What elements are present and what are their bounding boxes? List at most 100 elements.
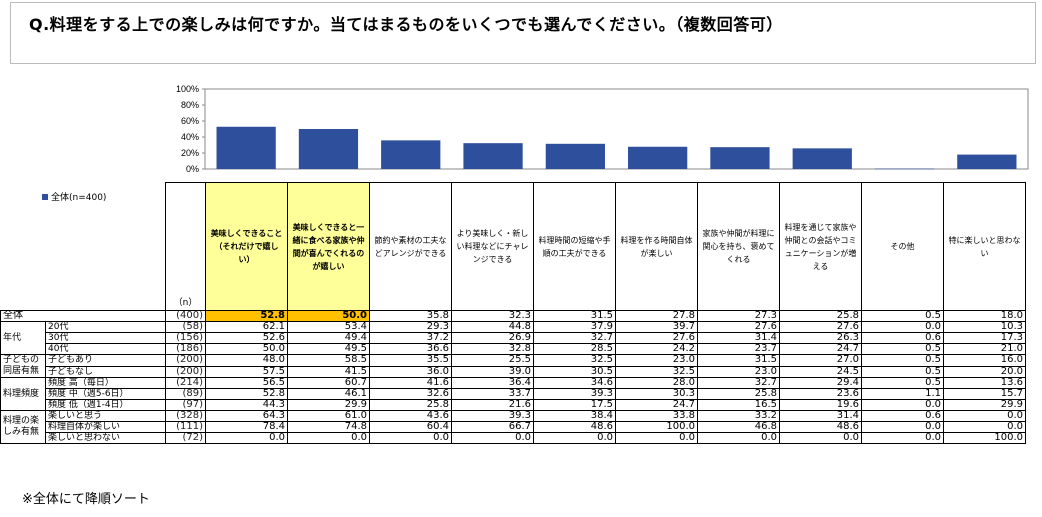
- table-cell: 44.3: [205, 399, 288, 411]
- y-tick-label: 0%: [186, 164, 199, 174]
- table-cell: 0.0: [615, 432, 698, 444]
- table-cell: 32.7: [533, 332, 616, 344]
- table-cell: 0.0: [861, 421, 944, 433]
- table-cell: 60.7: [287, 377, 370, 389]
- table-cell: 30.3: [615, 388, 698, 400]
- table-cell: 50.0: [287, 310, 370, 322]
- table-cell: 29.9: [943, 399, 1026, 411]
- table-cell: 20.0: [943, 365, 1026, 378]
- row-label: 楽しいと思わない: [45, 432, 166, 444]
- table-cell: 1.1: [861, 388, 944, 400]
- table-cell: 31.4: [697, 332, 780, 344]
- table-row: 年代 20代 (58) 62.1 53.4 29.3 44.8 37.9 39.7 27.6 27.…: [0, 321, 1026, 355]
- table-cell: 27.6: [615, 332, 698, 344]
- table-cell: 21.6: [451, 399, 534, 411]
- table-cell: 46.1: [287, 388, 370, 400]
- table-cell: 78.4: [205, 421, 288, 433]
- row-n: (328): [165, 410, 206, 422]
- row-label: 全体: [0, 310, 166, 322]
- row-label: 頻度 低（週1-4日）: [45, 399, 166, 411]
- row-group-label: 料理の楽しみ有無: [0, 410, 46, 444]
- bar: [874, 168, 935, 170]
- table-cell: 31.5: [533, 310, 616, 322]
- table-cell: 100.0: [943, 432, 1026, 444]
- table-cell: 32.7: [697, 377, 780, 389]
- table-cell: 32.6: [369, 388, 452, 400]
- table-cell: 28.5: [533, 343, 616, 355]
- bar: [628, 146, 688, 169]
- table-cell: 48.0: [205, 354, 288, 367]
- table-cell: 38.4: [533, 410, 616, 422]
- table-cell: 27.0: [779, 354, 862, 367]
- row-n: (156): [165, 332, 206, 344]
- bar: [216, 126, 276, 169]
- table-cell: 0.0: [943, 421, 1026, 433]
- row-group-label: 子どもの同居有無: [0, 354, 46, 378]
- table-cell: 0.5: [861, 354, 944, 367]
- table-cell: 39.0: [451, 365, 534, 378]
- table-cell: 0.0: [533, 432, 616, 444]
- table-cell: 0.0: [861, 399, 944, 411]
- table-row: 30代 (156) 52.6 49.4 37.2 26.9 32.7 27.6 31.4 26.3…: [1, 332, 1026, 344]
- table-row: 全体 (400) 52.8 50.0 35.8 32.3 31.5 27.8 27.3 25.8 0…: [0, 310, 1026, 322]
- row-n: (214): [165, 377, 206, 389]
- table-cell: 0.0: [861, 432, 944, 444]
- table-cell: 26.3: [779, 332, 862, 344]
- row-label: 20代: [45, 321, 166, 333]
- row-n: (97): [165, 399, 206, 411]
- table-cell: 52.8: [205, 388, 288, 400]
- table-cell: 0.5: [861, 310, 944, 322]
- row-label: 頻度 高（毎日）: [45, 377, 166, 389]
- table-cell: 0.0: [697, 432, 780, 444]
- table-cell: 0.5: [861, 377, 944, 389]
- table-cell: 24.2: [615, 343, 698, 355]
- table-cell: 39.7: [615, 321, 698, 333]
- table-cell: 0.0: [779, 432, 862, 444]
- table-cell: 23.6: [779, 388, 862, 400]
- table-cell: 36.6: [369, 343, 452, 355]
- bar: [381, 140, 441, 169]
- column-header: その他: [861, 182, 944, 311]
- table-cell: 44.8: [451, 321, 534, 333]
- table-cell: 15.7: [943, 388, 1026, 400]
- table-row: 料理自体が楽しい (111) 78.4 74.8 60.4 66.7 48.6 100.0 46…: [1, 421, 1026, 433]
- column-header: 料理時間の短縮や手順の工夫ができる: [533, 182, 616, 311]
- column-header: より美味しく・新しい料理などにチャレンジできる: [451, 182, 534, 311]
- table-cell: 17.3: [943, 332, 1026, 344]
- table-cell: 48.6: [533, 421, 616, 433]
- table-cell: 29.4: [779, 377, 862, 389]
- table-cell: 23.0: [615, 354, 698, 367]
- bar: [545, 143, 605, 169]
- column-header: 家族や仲間が料理に関心を持ち、褒めてくれる: [697, 182, 780, 311]
- column-header: 特に楽しいと思わない: [943, 182, 1026, 311]
- question-title: Q.料理をする上での楽しみは何ですか。当てはまるものをいくつでも選んでください。…: [10, 2, 1036, 64]
- column-header: 美味しくできると一緒に食べる家族や仲間が喜んでくれるのが嬉しい: [287, 182, 370, 311]
- row-n: (111): [165, 421, 206, 433]
- table-cell: 52.6: [205, 332, 288, 344]
- row-label: 子どもあり: [45, 354, 166, 367]
- table-cell: 41.6: [369, 377, 452, 389]
- table-row: 頻度 低（週1-4日） (97) 44.3 29.9 25.8 21.6 17.5 24.7 1…: [1, 399, 1026, 411]
- table-cell: 25.8: [697, 388, 780, 400]
- table-cell: 18.0: [943, 310, 1026, 322]
- row-label: 子どもなし: [45, 365, 166, 378]
- table-cell: 74.8: [287, 421, 370, 433]
- table-cell: 24.7: [615, 399, 698, 411]
- table-cell: 64.3: [205, 410, 288, 422]
- table-cell: 39.3: [533, 388, 616, 400]
- table-cell: 19.6: [779, 399, 862, 411]
- table-cell: 27.6: [779, 321, 862, 333]
- y-tick-label: 60%: [181, 116, 199, 126]
- table-cell: 13.6: [943, 377, 1026, 389]
- table-cell: 39.3: [451, 410, 534, 422]
- table-cell: 100.0: [615, 421, 698, 433]
- table-cell: 25.8: [369, 399, 452, 411]
- table-row: 頻度 中（週5-6日） (89) 52.8 46.1 32.6 33.7 39.3 30.3 2…: [1, 388, 1026, 400]
- row-label: 頻度 中（週5-6日）: [45, 388, 166, 400]
- table-cell: 32.5: [615, 365, 698, 378]
- table-cell: 33.2: [697, 410, 780, 422]
- row-label: 30代: [45, 332, 166, 344]
- table-cell: 23.7: [697, 343, 780, 355]
- table-cell: 61.0: [287, 410, 370, 422]
- row-group-label: 料理頻度: [0, 377, 46, 411]
